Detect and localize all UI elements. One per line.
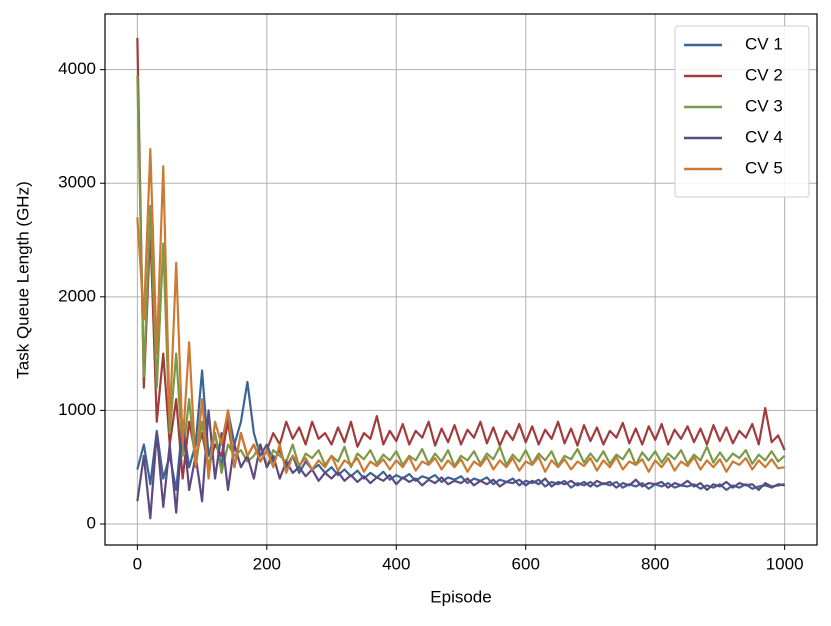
x-tick-label: 800 [641, 554, 669, 573]
y-tick-label: 0 [87, 513, 96, 532]
y-tick-label: 3000 [58, 173, 96, 192]
y-tick-label: 4000 [58, 59, 96, 78]
x-axis-label: Episode [430, 587, 491, 606]
x-tick-label: 0 [133, 554, 142, 573]
legend-label: CV 1 [745, 34, 783, 53]
legend-label: CV 2 [745, 65, 783, 84]
series-line [136, 369, 785, 492]
x-tick-label: 1000 [766, 554, 804, 573]
legend-box [674, 25, 810, 198]
legend-label: CV 3 [745, 96, 783, 115]
x-tick-label: 600 [512, 554, 540, 573]
series-line [136, 409, 785, 520]
y-tick-label: 2000 [58, 286, 96, 305]
x-tick-label: 400 [382, 554, 410, 573]
x-tick-label: 200 [253, 554, 281, 573]
legend-label: CV 4 [745, 127, 783, 146]
legend-label: CV 5 [745, 158, 783, 177]
series-line [136, 148, 785, 480]
plot-frame [104, 13, 818, 546]
y-axis-label: Task Queue Length (GHz) [13, 181, 32, 378]
y-tick-label: 1000 [58, 400, 96, 419]
